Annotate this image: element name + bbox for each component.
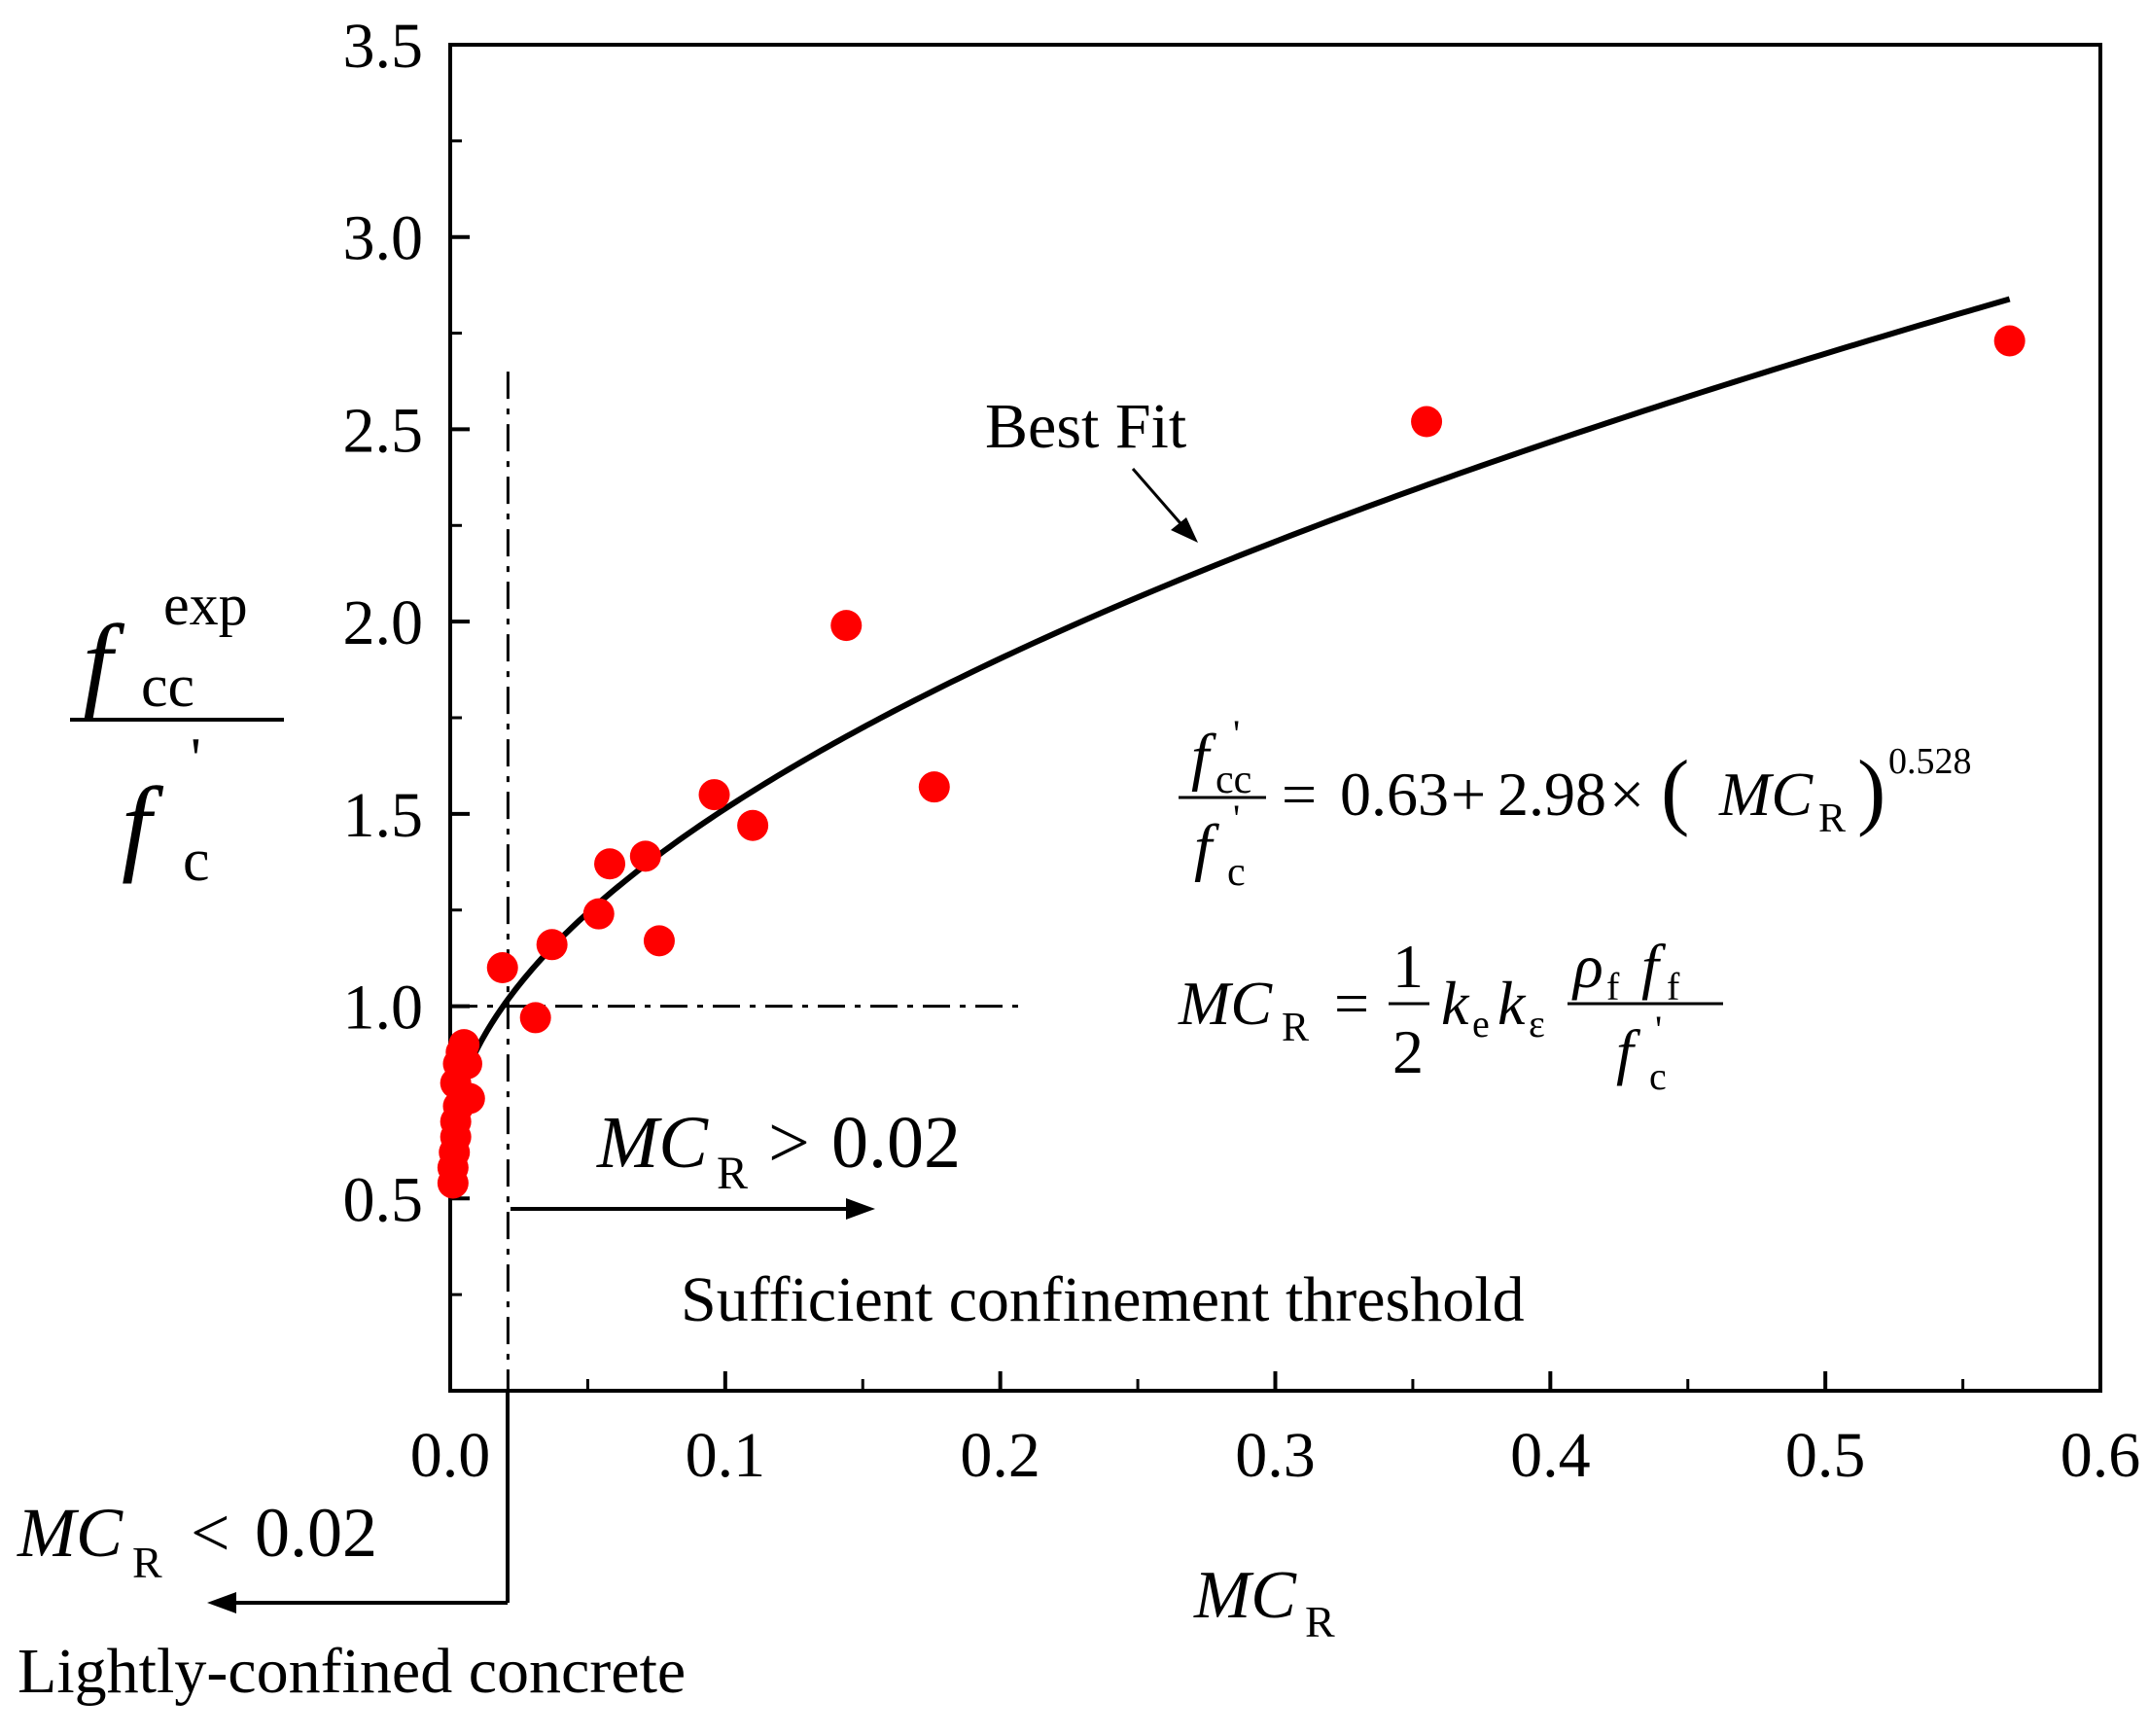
mcr-eq-frac-den: 2 (1392, 1017, 1424, 1086)
right-region-sub: R (717, 1148, 748, 1199)
mcr-equation: MC R = 1 2 k e k ε ρ f f f f c ' (1178, 932, 1723, 1098)
y-tick-label: 3.5 (343, 11, 424, 82)
x-tick-label: 0.4 (1510, 1420, 1591, 1491)
mcr-eq-equals: = (1334, 969, 1369, 1038)
y-tick-label: 2.5 (343, 395, 424, 466)
fit-eq-lhs-den-sub: c (1227, 850, 1246, 895)
right-region-annotation: MC R > 0.02 (511, 1102, 961, 1220)
left-region-value: 0.02 (255, 1494, 377, 1572)
fit-eq-equals: = (1282, 760, 1317, 829)
fit-eq-var: MC (1718, 760, 1814, 829)
fit-eq-lhs-den-sup: ' (1233, 797, 1240, 840)
best-fit-label: Best Fit (985, 391, 1186, 462)
x-axis-label: MC R (1193, 1558, 1335, 1647)
mcr-eq-rho-sub: f (1606, 965, 1620, 1009)
data-point (486, 952, 518, 984)
mcr-eq-f1: f (1641, 932, 1667, 1001)
data-point (519, 1002, 551, 1034)
best-fit-curve (447, 296, 2011, 1149)
right-region-arrow-head (846, 1198, 875, 1220)
y-label-num-f: f (83, 603, 125, 722)
right-region-base: MC (596, 1102, 709, 1184)
right-region-value: 0.02 (831, 1102, 961, 1184)
fit-equation: f cc ' f c ' = 0.63 + 2.98 × ( MC R ) 0.… (1179, 712, 1972, 895)
left-region-sub: R (132, 1538, 162, 1587)
left-region-arrow-head (207, 1592, 236, 1613)
fit-eq-rparen: ) (1857, 744, 1885, 838)
y-tick-label: 3.0 (343, 203, 424, 274)
y-tick-label: 1.0 (343, 973, 424, 1044)
fit-eq-a: 0.63 (1340, 760, 1449, 829)
mcr-eq-lhs: MC (1178, 969, 1273, 1038)
data-point (594, 848, 626, 880)
reference-lines (450, 372, 1028, 1391)
mcr-eq-lhs-sub: R (1282, 1006, 1309, 1050)
x-tick-label: 0.6 (2061, 1420, 2141, 1491)
x-label-sub: R (1305, 1597, 1335, 1647)
data-point (698, 779, 730, 811)
mcr-eq-rho: ρ (1571, 932, 1603, 1001)
mcr-eq-f1-sub: f (1667, 965, 1680, 1009)
y-label-den-sup: ' (191, 726, 201, 791)
mcr-eq-frac-num: 1 (1392, 932, 1424, 1001)
left-region-rel: < (191, 1494, 230, 1572)
y-tick-label: 0.5 (343, 1164, 424, 1235)
data-point (643, 925, 675, 957)
right-region-rel: > (768, 1102, 810, 1184)
x-tick-label: 0.3 (1235, 1420, 1316, 1491)
data-point (582, 898, 615, 930)
y-label-den-sub: c (183, 828, 210, 894)
mcr-eq-k2-sub: ε (1529, 1002, 1545, 1045)
data-point (629, 840, 661, 872)
fit-eq-plus: + (1451, 760, 1486, 829)
mcr-eq-k2: k (1497, 969, 1527, 1038)
data-point (737, 809, 769, 841)
y-label-num-sup: exp (163, 573, 248, 637)
left-region-base: MC (17, 1494, 123, 1572)
y-label-num-sub: cc (141, 654, 194, 720)
fit-eq-exp: 0.528 (1888, 741, 1972, 782)
data-points (437, 325, 2026, 1199)
best-fit-arrow (1131, 468, 1198, 543)
fit-eq-var-sub: R (1818, 797, 1846, 841)
fit-eq-b: 2.98 (1497, 760, 1606, 829)
fit-eq-lhs-num-sub: cc (1215, 758, 1251, 802)
x-tick-label: 0.0 (410, 1420, 491, 1491)
data-point (830, 610, 863, 642)
x-tick-label: 0.2 (960, 1420, 1040, 1491)
mcr-eq-k1-sub: e (1472, 1002, 1490, 1045)
x-tick-label: 0.5 (1785, 1420, 1866, 1491)
data-point (453, 1082, 485, 1115)
x-tick-label: 0.1 (686, 1420, 766, 1491)
fit-eq-times: × (1609, 760, 1644, 829)
best-fit-line (447, 296, 2011, 1149)
mcr-eq-k1: k (1441, 969, 1470, 1038)
fit-eq-lhs-num-sup: ' (1233, 712, 1240, 756)
y-label-den-f: f (122, 765, 164, 884)
x-axis-ticks: 0.0 0.1 0.2 0.3 0.4 0.5 0.6 (410, 1371, 2141, 1491)
fit-eq-lparen: ( (1661, 744, 1689, 838)
data-point (536, 929, 568, 961)
x-label-base: MC (1193, 1558, 1297, 1633)
data-point (1411, 406, 1443, 438)
y-tick-label: 1.5 (343, 780, 424, 851)
data-point (450, 1047, 482, 1080)
y-axis-ticks: 0.5 1.0 1.5 2.0 2.5 3.0 3.5 (343, 11, 470, 1296)
data-point (1993, 325, 2026, 357)
plot-frame (448, 43, 2102, 1393)
fit-eq-lhs-den: f (1194, 812, 1219, 883)
lightly-confined-label: Lightly-confined concrete (18, 1636, 686, 1707)
y-tick-label: 2.0 (343, 587, 424, 658)
data-point (918, 771, 950, 803)
mcr-eq-den-sub: c (1649, 1054, 1667, 1098)
mcr-eq-den: f (1616, 1017, 1641, 1086)
fit-eq-lhs-num: f (1191, 722, 1216, 793)
threshold-label: Sufficient confinement threshold (681, 1264, 1525, 1335)
left-region-annotation: MC R < 0.02 (17, 1391, 510, 1613)
y-axis-label: f cc exp f c ' (70, 573, 284, 894)
mcr-eq-den-sup: ' (1655, 1008, 1662, 1051)
